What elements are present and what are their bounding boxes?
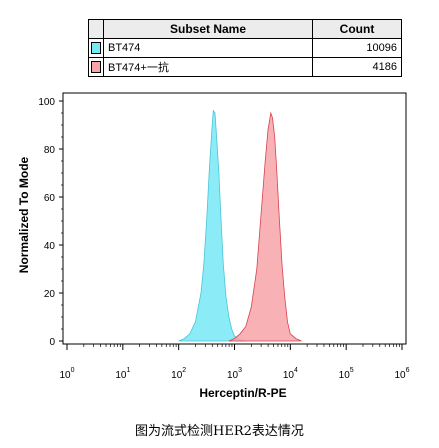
legend-name: BT474+一抗 <box>103 57 313 77</box>
x-tick-label: 101 <box>115 367 130 381</box>
x-tick-label: 106 <box>394 367 409 381</box>
y-tick-label: 80 <box>44 145 56 156</box>
x-axis: 100 101 102 103 104 105 106 <box>59 344 410 381</box>
y-tick-label: 40 <box>44 241 56 252</box>
figure-caption: 图为流式检测HER2表达情况 <box>135 424 304 439</box>
legend-header-subset: Subset Name <box>103 19 313 39</box>
legend-count: 4186 <box>312 57 402 77</box>
legend-row: BT474+一抗 4186 <box>88 57 402 77</box>
y-axis-label: Normalized To Mode <box>17 156 31 273</box>
legend-table: Subset Name Count BT474 10096 BT474+一抗 4… <box>88 19 402 77</box>
legend-swatch <box>91 42 101 55</box>
y-tick-label: 0 <box>49 337 55 348</box>
x-tick-label: 105 <box>339 367 354 381</box>
x-axis-label: Herceptin/R-PE <box>199 386 286 400</box>
histogram-chart: 0 20 40 60 80 100 100 101 102 103 104 105 106 Herce… <box>17 92 410 400</box>
legend-swatch <box>91 61 101 74</box>
x-tick-label: 104 <box>283 367 298 381</box>
x-tick-label: 100 <box>59 367 74 381</box>
x-tick-label: 103 <box>227 367 242 381</box>
x-tick-label: 102 <box>171 367 186 381</box>
y-tick-label: 20 <box>44 289 56 300</box>
plot-frame <box>62 92 407 345</box>
series-area-1 <box>228 111 302 342</box>
series-area-0 <box>178 109 246 342</box>
y-axis: 0 20 40 60 80 100 <box>38 97 63 348</box>
y-tick-label: 60 <box>44 193 56 204</box>
y-tick-label: 100 <box>38 97 55 108</box>
series-layer <box>178 109 302 342</box>
